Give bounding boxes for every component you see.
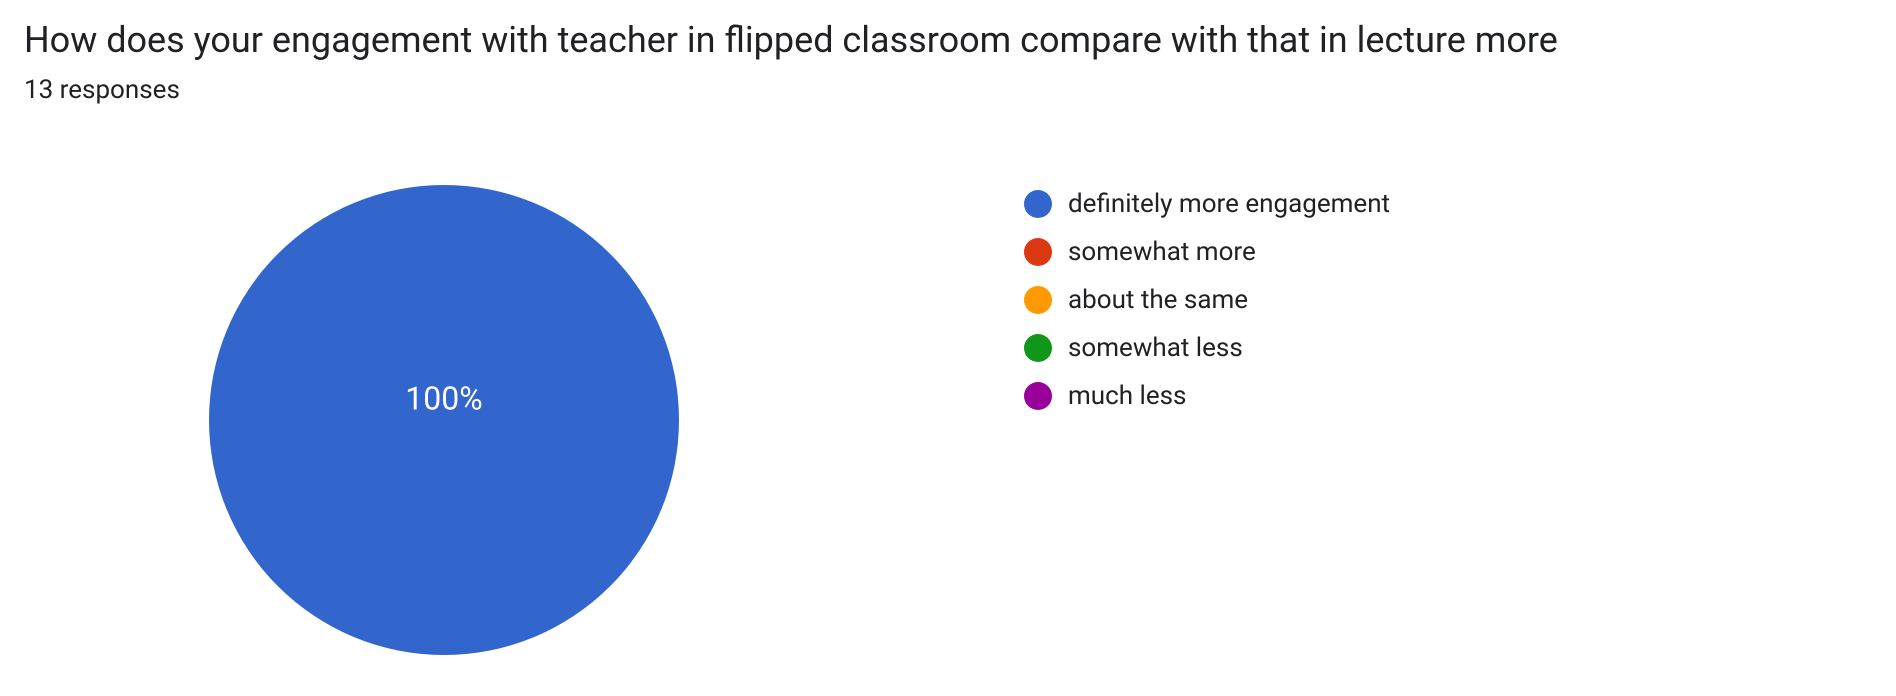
legend-label: definitely more engagement <box>1068 189 1390 219</box>
legend-swatch-icon <box>1024 238 1052 266</box>
responses-count: 13 responses <box>24 75 1872 105</box>
legend-swatch-icon <box>1024 382 1052 410</box>
pie-slice[interactable] <box>209 185 679 655</box>
legend-item[interactable]: somewhat more <box>1024 237 1390 267</box>
legend-item[interactable]: somewhat less <box>1024 333 1390 363</box>
chart-area: 100% definitely more engagement somewhat… <box>24 185 1872 655</box>
legend-swatch-icon <box>1024 190 1052 218</box>
pie-chart-wrap: 100% <box>24 185 864 655</box>
pie-chart: 100% <box>209 185 679 655</box>
legend-swatch-icon <box>1024 334 1052 362</box>
chart-card: How does your engagement with teacher in… <box>0 0 1896 696</box>
legend: definitely more engagement somewhat more… <box>1024 189 1390 411</box>
legend-label: somewhat more <box>1068 237 1256 267</box>
pie-slice-label: 100% <box>405 380 482 418</box>
legend-item[interactable]: much less <box>1024 381 1390 411</box>
legend-item[interactable]: about the same <box>1024 285 1390 315</box>
chart-title: How does your engagement with teacher in… <box>24 18 1872 63</box>
legend-label: much less <box>1068 381 1186 411</box>
legend-label: somewhat less <box>1068 333 1243 363</box>
legend-label: about the same <box>1068 285 1248 315</box>
legend-item[interactable]: definitely more engagement <box>1024 189 1390 219</box>
legend-swatch-icon <box>1024 286 1052 314</box>
